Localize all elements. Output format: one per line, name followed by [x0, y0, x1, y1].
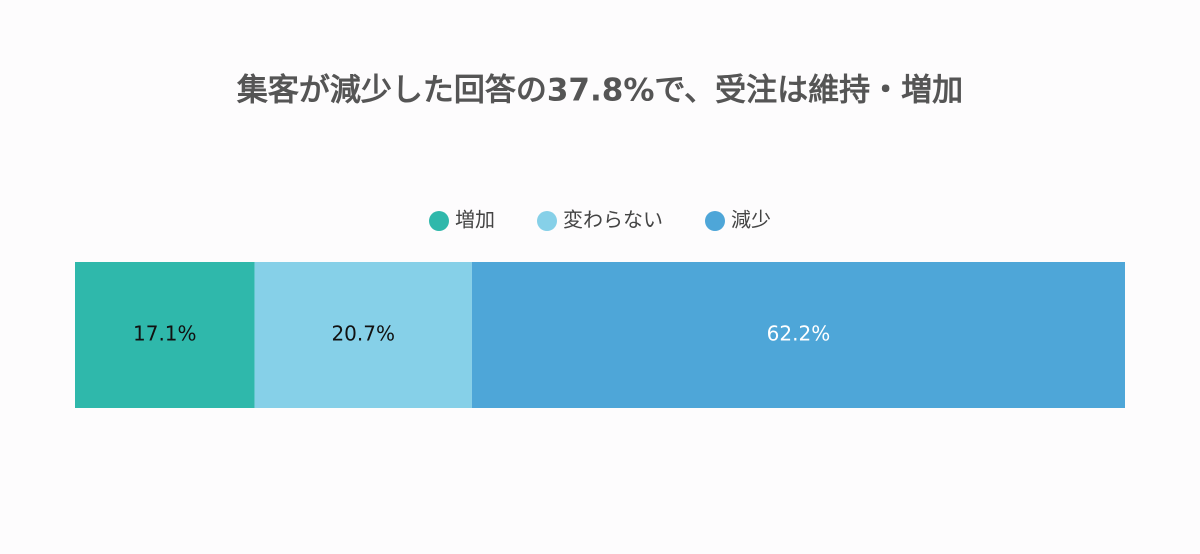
bar-segment [254, 262, 472, 408]
legend-swatch [705, 211, 725, 231]
legend-label: 減少 [731, 208, 771, 232]
bar-segment [75, 262, 255, 408]
bar-segment [471, 262, 1125, 408]
data-label: 20.7% [331, 322, 395, 346]
legend-label: 変わらない [563, 208, 663, 232]
legend-swatch [429, 211, 449, 231]
data-label: 17.1% [133, 322, 197, 346]
legend: 増加 変わらない 減少 [429, 208, 771, 232]
chart-title: 集客が減少した回答の37.8%で、受注は維持・増加 [236, 73, 963, 109]
data-label: 62.2% [767, 322, 831, 346]
legend-label: 増加 [455, 208, 495, 232]
legend-swatch [537, 211, 557, 231]
